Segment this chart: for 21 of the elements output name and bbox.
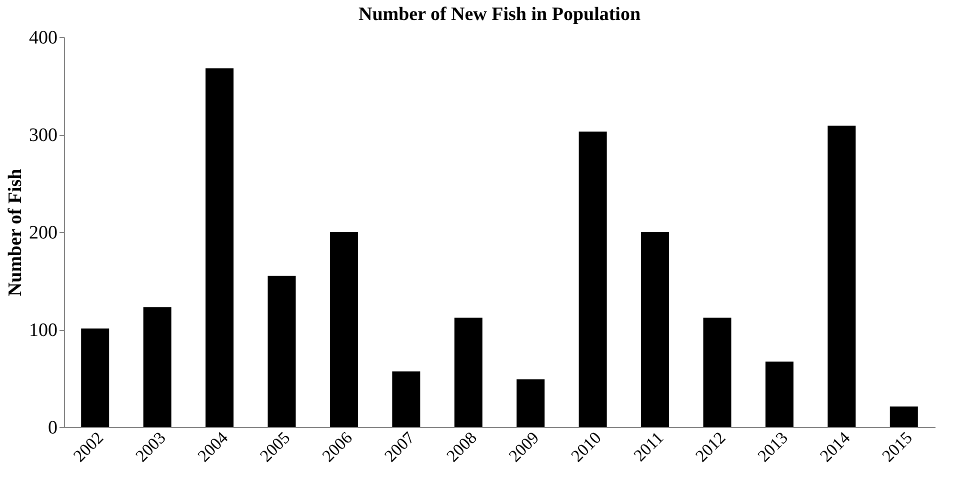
- bar: [81, 328, 110, 427]
- bar: [578, 132, 607, 427]
- y-tick-label: 200: [29, 222, 58, 244]
- y-tick-label: 100: [29, 320, 58, 341]
- chart-title: Number of New Fish in Population: [358, 4, 641, 25]
- y-tick-label: 0: [48, 418, 58, 438]
- bar: [765, 362, 794, 427]
- bar: [828, 126, 856, 427]
- bar: [454, 318, 482, 427]
- y-tick-label: 400: [29, 28, 58, 48]
- bar: [206, 68, 234, 427]
- y-axis-title: Number of Fish: [5, 168, 26, 296]
- bar: [268, 276, 296, 427]
- bar: [143, 307, 172, 427]
- bar: [392, 371, 420, 427]
- bar: [330, 232, 358, 427]
- y-tick-label: 300: [29, 125, 58, 146]
- bar: [516, 379, 545, 427]
- bar: [641, 232, 670, 427]
- bar: [890, 406, 918, 427]
- bar: [703, 318, 732, 427]
